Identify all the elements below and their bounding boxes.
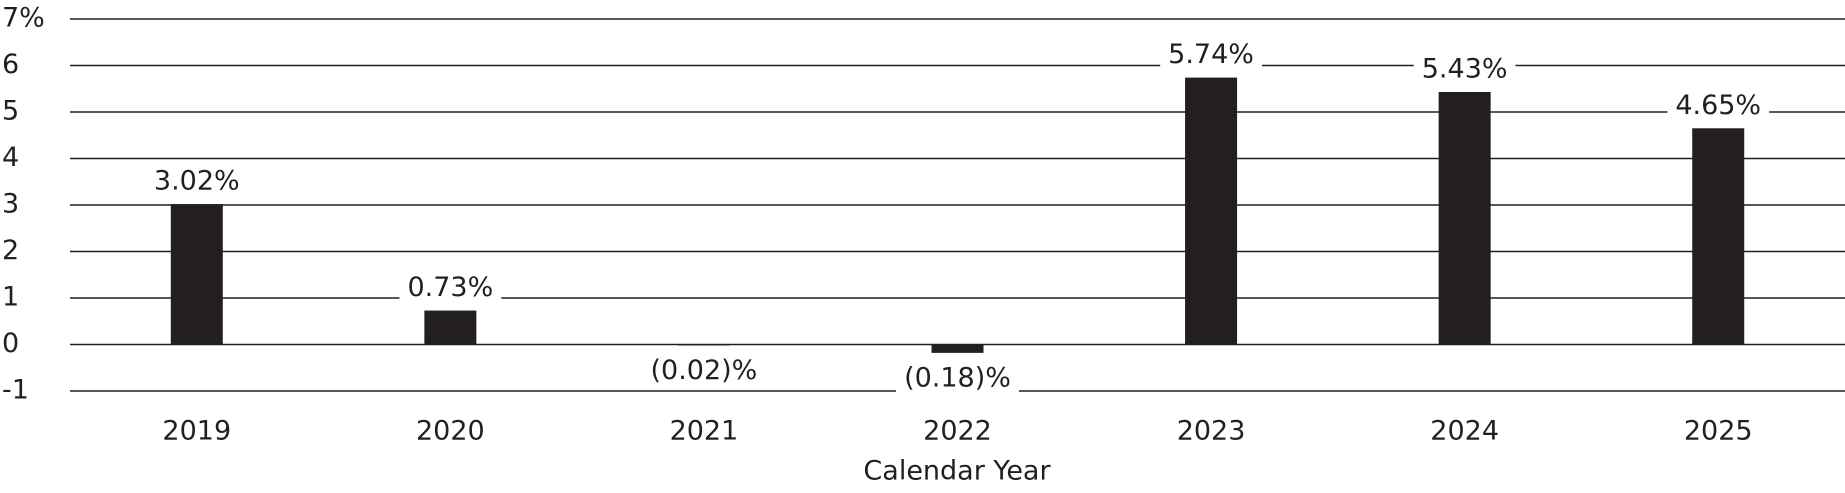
y-tick-label: -1 xyxy=(2,375,29,406)
value-label: (0.02)% xyxy=(651,355,758,386)
value-label: 5.74% xyxy=(1168,39,1254,70)
value-label: 3.02% xyxy=(154,166,240,197)
y-tick-label: 4 xyxy=(2,142,19,173)
x-tick-label: 2025 xyxy=(1684,416,1753,447)
y-tick-label: 3 xyxy=(2,189,19,220)
bar xyxy=(1185,77,1238,345)
layer xyxy=(170,77,1745,353)
x-tick-label: 2024 xyxy=(1430,416,1499,447)
x-tick-label: 2021 xyxy=(670,416,739,447)
value-label-bg xyxy=(1160,39,1262,71)
bar xyxy=(677,344,730,346)
y-tick-label: 5 xyxy=(2,96,19,127)
y-tick-label: 7% xyxy=(2,3,45,34)
bar xyxy=(170,204,223,345)
y-tick-label: 1 xyxy=(2,282,19,313)
x-tick-label: 2022 xyxy=(923,416,992,447)
value-label-bg xyxy=(1667,89,1770,121)
x-tick-label: 2023 xyxy=(1177,416,1246,447)
y-tick-label: 0 xyxy=(2,328,19,359)
value-label-bg xyxy=(1413,53,1516,85)
value-label: 5.43% xyxy=(1422,54,1508,85)
value-label-bg xyxy=(399,272,502,304)
x-tick-label: 2019 xyxy=(162,416,231,447)
bar xyxy=(931,344,984,353)
value-label: (0.18)% xyxy=(904,362,1011,393)
bar xyxy=(1438,92,1491,345)
value-label-bg xyxy=(145,165,248,197)
y-tick-label: 2 xyxy=(2,235,19,266)
x-axis-title: Calendar Year xyxy=(863,456,1051,487)
value-label: 0.73% xyxy=(407,272,493,303)
bar xyxy=(1692,128,1745,345)
value-label: 4.65% xyxy=(1675,90,1761,121)
layer xyxy=(70,18,1845,392)
layer: 3.02% 0.73% (0.02)% (0.18)% 5.74% 5.43% 4.65% xyxy=(145,39,1770,394)
bar xyxy=(424,310,477,345)
value-label-bg xyxy=(896,362,1019,394)
y-tick-label: 6 xyxy=(2,49,19,80)
x-tick-label: 2020 xyxy=(416,416,485,447)
value-label-bg xyxy=(642,354,766,386)
